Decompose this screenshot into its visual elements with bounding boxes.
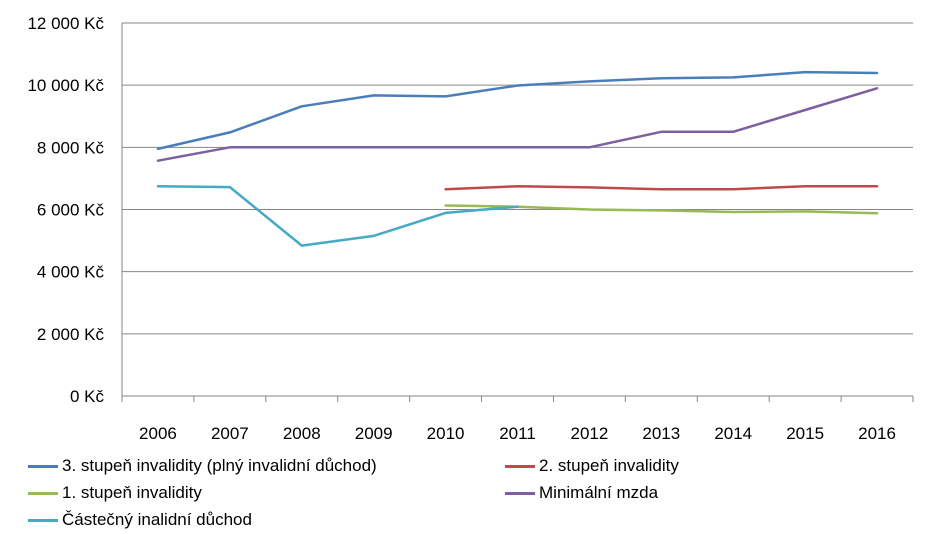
y-tick-label: 12 000 Kč — [27, 14, 104, 33]
y-tick-label: 8 000 Kč — [37, 138, 105, 157]
series-line-5 — [156, 184, 519, 247]
x-tick-label: 2013 — [642, 424, 680, 443]
series-lines — [156, 70, 879, 247]
series-line-2 — [444, 184, 879, 191]
y-tick-label: 10 000 Kč — [27, 76, 104, 95]
grid-lines — [122, 22, 913, 335]
x-tick-label: 2008 — [283, 424, 321, 443]
series-line-4 — [156, 87, 879, 162]
x-tick-label: 2016 — [858, 424, 896, 443]
x-tick-label: 2015 — [786, 424, 824, 443]
axes — [121, 23, 914, 402]
x-tick-label: 2010 — [427, 424, 465, 443]
x-axis-labels: 2006 2007 2008 2009 2010 2011 2012 2013 2014 2015… — [139, 424, 896, 443]
y-tick-label: 2 000 Kč — [37, 325, 105, 344]
y-axis-labels: 0 Kč 2 000 Kč 4 000 Kč 6 000 Kč 8 000 Kč 10 0… — [27, 14, 104, 406]
x-tick-label: 2007 — [211, 424, 249, 443]
y-tick-label: 4 000 Kč — [37, 263, 105, 282]
y-tick-label: 6 000 Kč — [37, 201, 105, 220]
x-tick-label: 2006 — [139, 424, 177, 443]
x-tick-label: 2014 — [714, 424, 752, 443]
y-tick-label: 0 Kč — [70, 387, 105, 406]
x-tick-label: 2011 — [499, 424, 536, 443]
series-line-1 — [156, 70, 879, 151]
x-tick-label: 2009 — [355, 424, 393, 443]
x-tick-label: 2012 — [570, 424, 608, 443]
